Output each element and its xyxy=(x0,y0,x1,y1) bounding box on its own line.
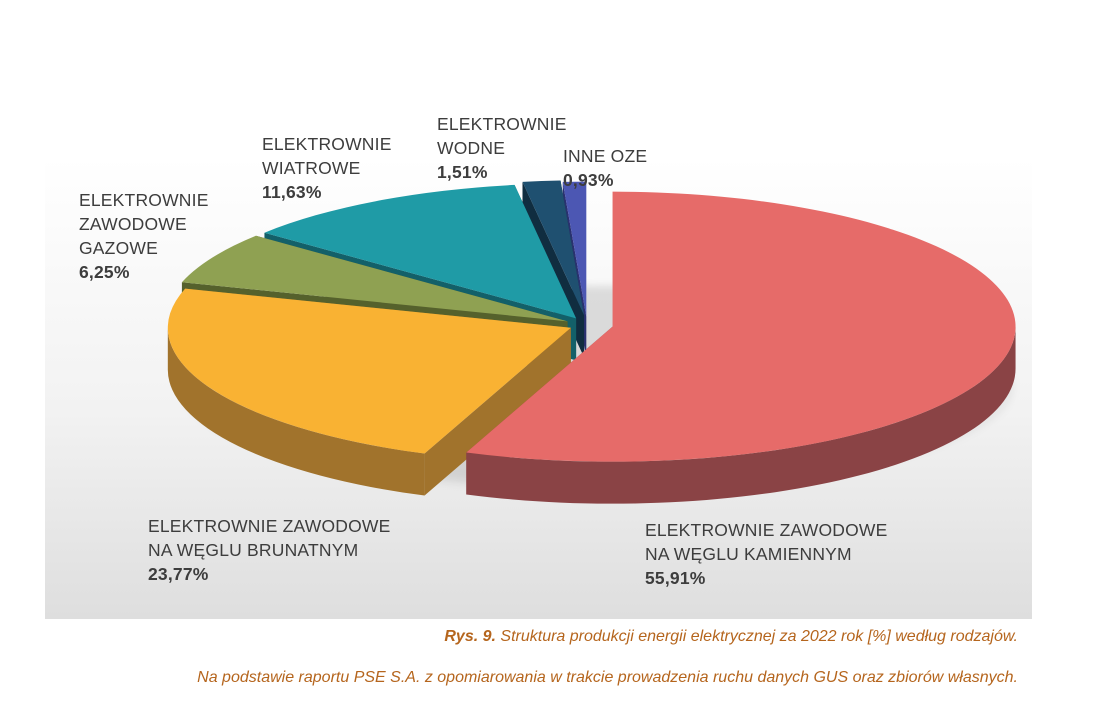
label-other-res: INNE OZE 0,93% xyxy=(563,144,647,192)
slice-side-hard-coal xyxy=(466,326,1016,504)
label-hydro: ELEKTROWNIE WODNE 1,51% xyxy=(437,112,567,184)
slice-wind xyxy=(264,184,577,319)
label-lignite: ELEKTROWNIE ZAWODOWE NA WĘGLU BRUNATNYM … xyxy=(148,514,391,586)
slice-lignite xyxy=(167,288,571,454)
label-other-res-line-1: INNE OZE xyxy=(563,146,648,166)
value-lignite: 23,77% xyxy=(148,564,209,584)
label-gas-line-2: ZAWODOWE xyxy=(79,214,187,234)
figure-source: Na podstawie raportu PSE S.A. z opomiaro… xyxy=(197,669,1018,686)
label-wind: ELEKTROWNIE WIATROWE 11,63% xyxy=(262,132,392,204)
label-gas-line-3: GAZOWE xyxy=(79,238,158,258)
slice-side-lignite xyxy=(167,327,425,496)
label-gas-line-1: ELEKTROWNIE xyxy=(79,190,209,210)
value-gas: 6,25% xyxy=(79,262,130,282)
label-lignite-line-2: NA WĘGLU BRUNATNYM xyxy=(148,540,359,560)
slice-other-res xyxy=(562,181,587,317)
figure-caption: Rys. 9. Struktura produkcji energii elek… xyxy=(444,628,1018,646)
slice-edge-lignite-0 xyxy=(424,327,571,496)
label-lignite-line-1: ELEKTROWNIE ZAWODOWE xyxy=(148,516,391,536)
figure-number: Rys. 9. xyxy=(444,628,496,645)
value-hydro: 1,51% xyxy=(437,162,488,182)
label-wind-line-2: WIATROWE xyxy=(262,158,361,178)
slice-gas xyxy=(181,235,568,322)
value-hard-coal: 55,91% xyxy=(645,568,706,588)
figure-caption-text: Struktura produkcji energii elektrycznej… xyxy=(495,628,1018,645)
label-wind-line-1: ELEKTROWNIE xyxy=(262,134,392,154)
value-other-res: 0,93% xyxy=(563,170,614,190)
label-hard-coal-line-2: NA WĘGLU KAMIENNYM xyxy=(645,544,852,564)
slice-hydro xyxy=(522,180,585,316)
label-hydro-line-2: WODNE xyxy=(437,138,506,158)
label-hard-coal-line-1: ELEKTROWNIE ZAWODOWE xyxy=(645,520,888,540)
label-gas: ELEKTROWNIE ZAWODOWE GAZOWE 6,25% xyxy=(79,188,209,284)
label-hydro-line-1: ELEKTROWNIE xyxy=(437,114,567,134)
slice-hard-coal xyxy=(466,191,1016,462)
label-hard-coal: ELEKTROWNIE ZAWODOWE NA WĘGLU KAMIENNYM … xyxy=(645,518,888,590)
value-wind: 11,63% xyxy=(262,182,322,202)
